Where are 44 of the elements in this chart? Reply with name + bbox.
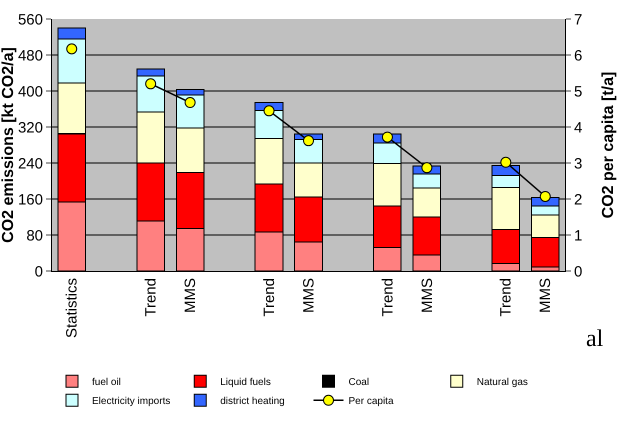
text: al	[586, 326, 604, 352]
legend-label: Natural gas	[476, 377, 528, 388]
y2-tick-label: 4	[574, 119, 582, 136]
legend-label: Coal	[348, 377, 370, 388]
point	[540, 190, 551, 202]
x-tick-label: Trend	[498, 278, 515, 317]
x-tick-label: Trend	[379, 278, 396, 317]
y2-tick-label: 1	[574, 227, 582, 244]
y2-tick-label: 5	[574, 83, 582, 100]
x-tick-label: Statistics	[64, 278, 81, 338]
y2-tick-label: 3	[574, 155, 582, 172]
y-tick-label: 0	[34, 263, 43, 280]
y2-tick-label: 7	[574, 11, 582, 28]
point	[184, 97, 196, 108]
x-tick-label: MMS	[537, 278, 554, 313]
y2-axis-title: CO2 per capita [t/a]	[600, 72, 617, 218]
point	[303, 135, 314, 146]
point	[66, 43, 78, 54]
x-tick-label: MMS	[182, 278, 199, 313]
point	[264, 105, 275, 116]
y2-tick-label: 0	[574, 263, 582, 280]
point	[500, 156, 512, 168]
y-tick-label: 80	[26, 227, 43, 244]
legend-label: Electricity imports	[92, 396, 170, 408]
y-tick-label: 240	[18, 155, 43, 172]
y-tick-label: 480	[18, 47, 43, 64]
y-tick-label: 560	[18, 11, 43, 28]
legend-label: fuel oil	[92, 377, 121, 388]
y2-tick-label: 2	[574, 191, 582, 208]
x-tick-label: MMS	[418, 278, 436, 313]
legend-label: Per capita	[348, 396, 394, 408]
y2-tick-label: 6	[574, 47, 582, 64]
legend-label: Liquid fuels	[220, 377, 271, 388]
y-tick-label: 320	[18, 119, 43, 136]
x-tick-label: Trend	[142, 278, 160, 317]
point	[382, 132, 393, 143]
y-tick-label: 400	[18, 83, 43, 100]
y-axis-title: CO2 emissions [kt CO2/a]	[0, 47, 17, 243]
x-tick-label: MMS	[300, 278, 318, 313]
point	[421, 162, 432, 174]
legend-label: district heating	[220, 396, 285, 408]
y-tick-label: 160	[18, 191, 43, 208]
point	[145, 78, 156, 90]
x-tick-label: Trend	[260, 278, 278, 317]
